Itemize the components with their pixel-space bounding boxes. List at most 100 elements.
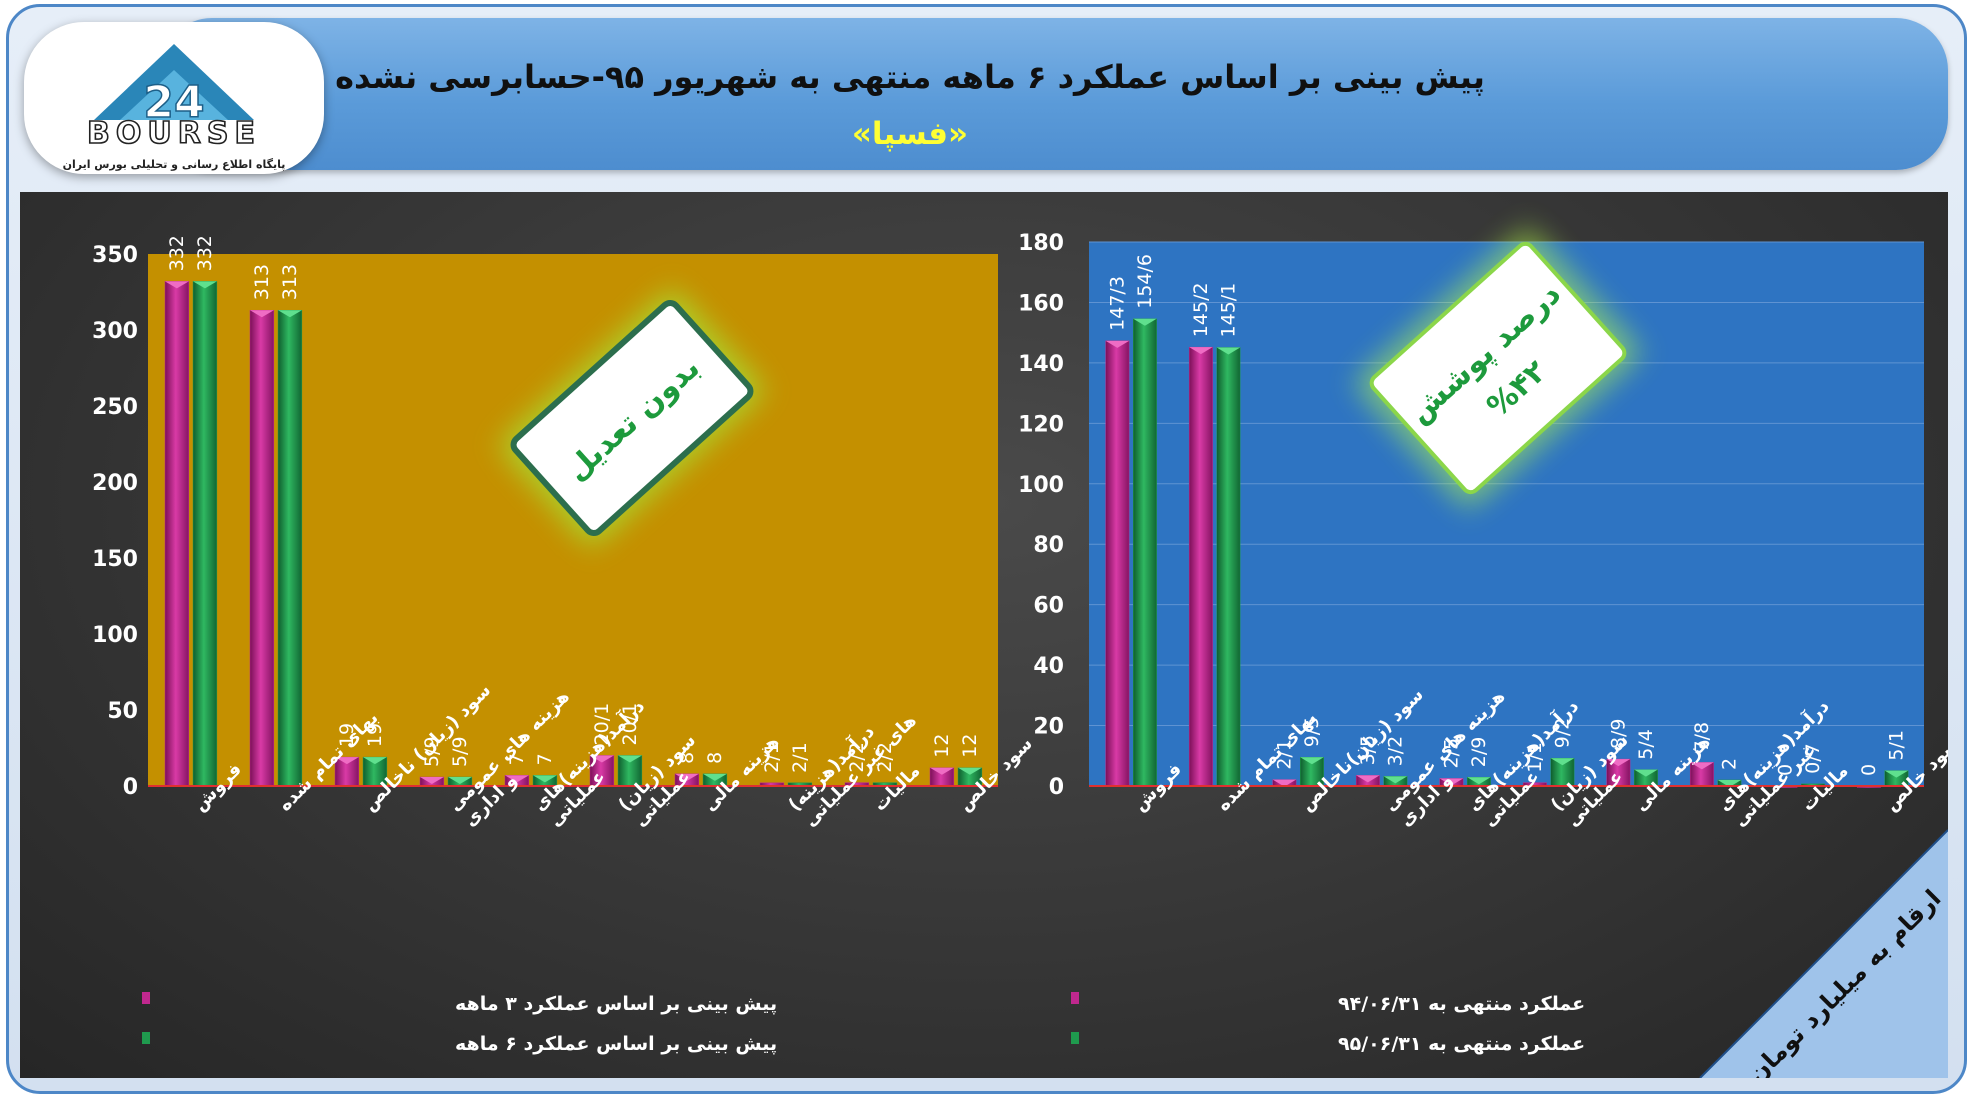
logo-word: BOURSE	[86, 115, 261, 152]
bar-cap	[1133, 318, 1157, 326]
data-label: 7	[534, 753, 556, 765]
bar-cap	[278, 310, 302, 318]
bar-cap	[618, 755, 642, 763]
data-label: 8/9	[1607, 719, 1629, 750]
bar-cap	[363, 757, 387, 765]
y-tick-label: 50	[107, 699, 138, 724]
legend-left-series-2: پیش بینی بر اساس عملکرد ۶ ماهه	[455, 1033, 777, 1055]
bar-right-s1-c1	[1216, 347, 1241, 787]
data-label: 7/8	[1691, 722, 1713, 753]
data-label: 5/9	[421, 736, 443, 767]
data-label: 8	[704, 752, 726, 764]
y-tick-label: 100	[1018, 473, 1064, 498]
data-label: 5/9	[449, 736, 471, 767]
bar-cap	[1439, 778, 1464, 786]
logo-number: 24	[143, 77, 204, 128]
legend-right-series-2: عملکرد منتهی به ۹۵/۰۶/۳۱	[1338, 1033, 1585, 1055]
y-tick-label: 350	[92, 243, 138, 268]
data-label: 3/5	[1357, 735, 1379, 766]
bar-cap	[1690, 762, 1714, 770]
left-legend: پیش بینی بر اساس عملکرد ۳ ماهه پیش بینی …	[142, 992, 777, 1055]
left-bars: 332 313 19 5/9 7 20/1 8 2/1 2/2 12 332 313 19 5/9 7 20/…	[148, 235, 998, 787]
y-tick-label: 80	[1033, 533, 1064, 558]
badge-no-adjustment: بدون تعدیل	[501, 291, 763, 545]
data-label: 145/2	[1190, 282, 1212, 337]
page-title: پیش بینی بر اساس عملکرد ۶ ماهه منتهی به …	[335, 58, 1485, 96]
bar-cap	[675, 773, 699, 781]
bar-right-s1-c0	[1133, 318, 1157, 787]
bar-cap	[448, 777, 472, 785]
bar-cap	[1216, 347, 1241, 355]
data-label: 147/3	[1106, 276, 1128, 331]
data-label: 12	[931, 734, 953, 758]
y-tick-label: 0	[1049, 775, 1064, 800]
y-tick-label: 250	[92, 395, 138, 420]
data-label: 2/2	[846, 742, 868, 773]
data-label: 3/2	[1384, 736, 1406, 767]
bar-cap	[1383, 776, 1408, 784]
data-label: 2	[1718, 758, 1740, 770]
y-tick-label: 140	[1018, 352, 1064, 377]
bar-cap	[1884, 770, 1909, 778]
y-tick-label: 20	[1033, 715, 1064, 740]
bar-cap	[590, 755, 614, 763]
bar-cap	[958, 767, 982, 775]
bar-right-s0-c1	[1188, 346, 1213, 787]
bar-cap	[420, 777, 444, 785]
units-ribbon: ارقام به میلیارد تومان	[1699, 829, 1948, 1078]
data-label: 0	[1774, 764, 1796, 776]
bar-cap	[1606, 759, 1631, 767]
data-label: 9/5	[1301, 717, 1323, 748]
y-tick-label: 160	[1018, 291, 1064, 316]
data-label: 2/1	[761, 742, 783, 773]
y-tick-label: 60	[1033, 594, 1064, 619]
bar-cap	[250, 310, 274, 318]
bar-cap	[1272, 779, 1297, 787]
data-label: 2/9	[1468, 737, 1490, 768]
bar-cap	[165, 281, 189, 289]
legend-marker-magenta	[1071, 992, 1079, 1004]
title-banner: پیش بینی بر اساس عملکرد ۶ ماهه منتهی به …	[160, 18, 1948, 170]
bar-left-s0-c1	[249, 309, 275, 787]
data-label: 1/1	[1524, 742, 1546, 773]
data-label: 19	[336, 723, 358, 747]
legend-left-series-1: پیش بینی بر اساس عملکرد ۳ ماهه	[455, 993, 777, 1015]
y-tick-label: 200	[92, 471, 138, 496]
data-label: 5/4	[1635, 729, 1657, 760]
data-label: 20/1	[619, 703, 641, 746]
right-y-axis: 0 20 40 60 80 100 120 140 160 180	[1018, 231, 1064, 800]
y-tick-label: 100	[92, 623, 138, 648]
data-label: 313	[279, 264, 301, 300]
data-label: 9/2	[1551, 718, 1573, 749]
company-name: «فسپا»	[851, 116, 969, 152]
data-label: 5/1	[1885, 730, 1907, 761]
data-label: 2/1	[789, 742, 811, 773]
charts-panel: 0 50 100 150 200 250 300 350 0 20 40 60 80 100 120 140…	[20, 192, 1948, 1078]
y-tick-label: 150	[92, 547, 138, 572]
bar-left-s0-c0	[164, 281, 190, 787]
bar-left-s1-c1	[277, 309, 303, 787]
data-label: 332	[194, 235, 216, 271]
data-label: 8	[676, 752, 698, 764]
bar-left-s1-c0	[192, 281, 218, 787]
data-label: 313	[251, 264, 273, 300]
legend-marker-green	[1071, 1032, 1079, 1044]
bar-cap	[335, 757, 359, 765]
data-label: 0	[1858, 764, 1880, 776]
right-bars: 147/3 145/2 2/1 3/5 2/5 1/1 8/9 7/8 0 0 154/6 145/1…	[1089, 254, 1924, 788]
data-label: 0/7	[1802, 743, 1824, 774]
bar-cap	[1467, 777, 1491, 785]
data-label: 12	[959, 734, 981, 758]
bar-cap	[1550, 758, 1575, 766]
data-label: 145/1	[1217, 283, 1239, 338]
right-legend: عملکرد منتهی به ۹۴/۰۶/۳۱ عملکرد منتهی به…	[1071, 992, 1585, 1055]
data-label: 19	[364, 723, 386, 747]
bar-cap	[930, 767, 954, 775]
legend-marker-green	[142, 1032, 150, 1044]
bar-cap	[1356, 775, 1380, 783]
bar-cap	[193, 281, 217, 289]
y-tick-label: 40	[1033, 654, 1064, 679]
bar-cap	[533, 775, 557, 783]
logo-tagline: پایگاه اطلاع رسانی و تحلیلی بورس ایران	[62, 158, 286, 171]
